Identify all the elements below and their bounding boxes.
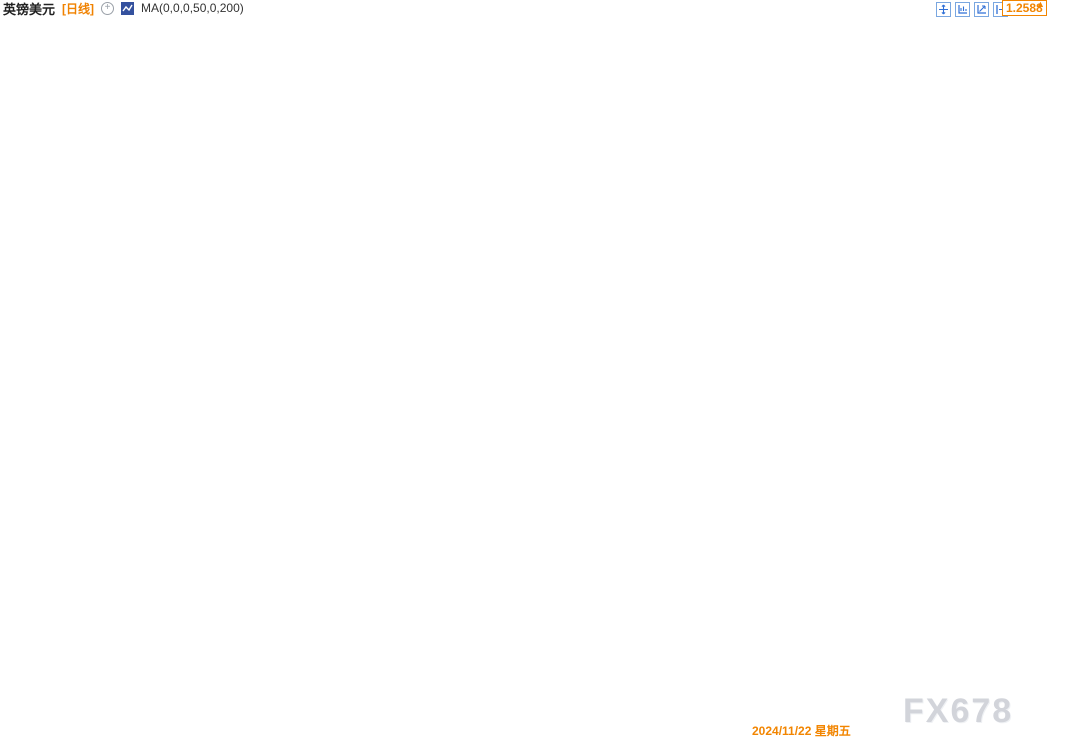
macd-pane[interactable] — [0, 613, 1000, 722]
chart-header: 英镑美元 [日线] + MA(0,0,0,50,0,200) — [3, 1, 251, 17]
axis-scale-icon[interactable] — [974, 2, 989, 17]
price-up-arrow-icon: ▲ — [1036, 0, 1045, 9]
ma-settings-label: MA(0,0,0,50,0,200) — [141, 1, 244, 15]
watermark-logo: FX678 — [903, 692, 1014, 730]
candlestick-style-icon[interactable] — [121, 1, 135, 15]
current-price-badge: 1.2588 — [1002, 0, 1047, 16]
current-date-label: 2024/11/22 星期五 — [750, 724, 853, 739]
main-price-pane[interactable] — [0, 15, 1000, 443]
axis-zoom-icon[interactable] — [955, 2, 970, 17]
add-indicator-icon[interactable]: + — [101, 1, 115, 15]
pan-icon[interactable] — [936, 2, 951, 17]
timeframe-tab[interactable]: [日线] — [62, 1, 95, 16]
symbol-name: 英镑美元 — [3, 1, 56, 17]
chart-toolbar — [936, 2, 1008, 17]
rsi-pane[interactable] — [0, 458, 1000, 598]
